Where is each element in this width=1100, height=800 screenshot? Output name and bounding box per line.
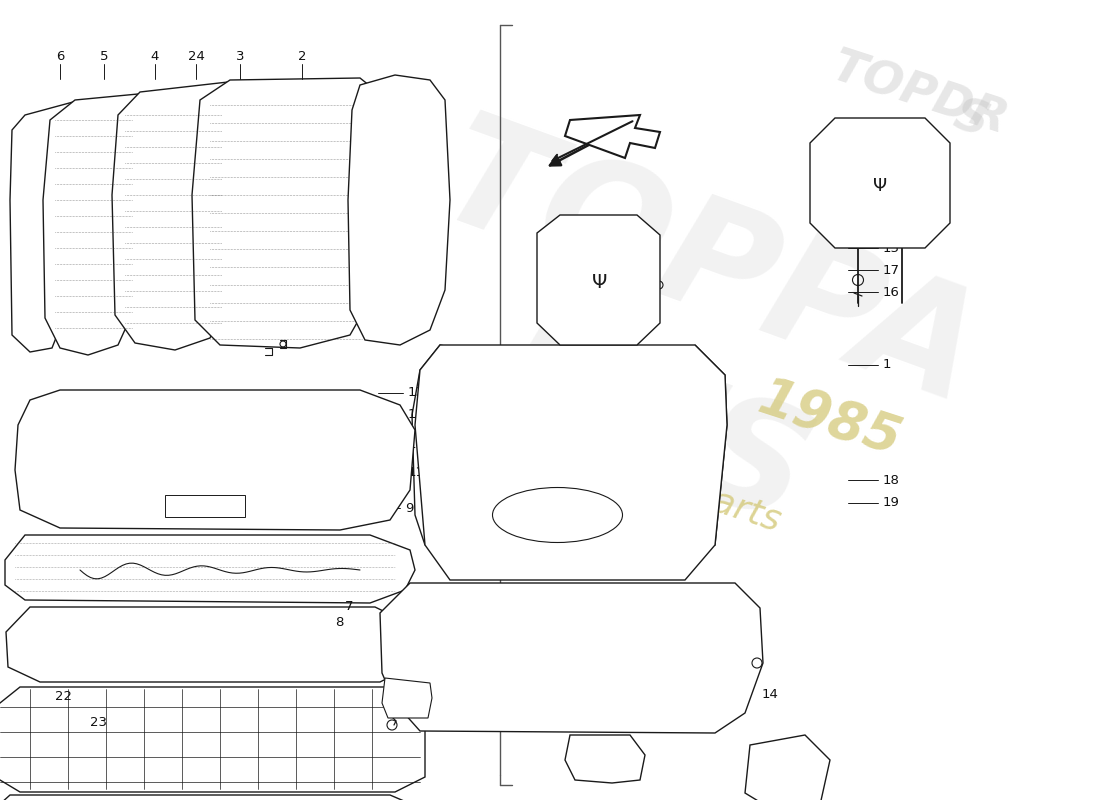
Text: S: S [947, 94, 993, 146]
Text: TOPPA
RTS: TOPPA RTS [361, 103, 999, 597]
Polygon shape [745, 735, 830, 800]
Text: 21: 21 [706, 689, 723, 702]
Text: 19: 19 [883, 497, 900, 510]
Polygon shape [10, 102, 75, 352]
Text: 23: 23 [90, 715, 107, 729]
Text: 11: 11 [408, 466, 425, 478]
Text: 25: 25 [662, 689, 679, 702]
Polygon shape [6, 535, 415, 603]
Polygon shape [112, 82, 232, 350]
Text: a passion for parts: a passion for parts [454, 402, 785, 538]
Polygon shape [680, 345, 727, 550]
Text: 20: 20 [621, 689, 639, 702]
Bar [165, 495, 245, 517]
Polygon shape [15, 390, 415, 530]
Polygon shape [348, 75, 450, 345]
Text: TOPDR: TOPDR [826, 46, 1014, 145]
Text: 4: 4 [151, 50, 160, 63]
Text: 1: 1 [883, 358, 891, 371]
Text: 22: 22 [55, 690, 72, 703]
Polygon shape [0, 687, 425, 792]
Polygon shape [565, 115, 660, 158]
Text: 18: 18 [515, 661, 532, 674]
Text: 7: 7 [345, 599, 353, 613]
Text: 14: 14 [762, 689, 779, 702]
Polygon shape [43, 94, 142, 355]
Polygon shape [415, 345, 727, 580]
Text: 19: 19 [515, 685, 532, 698]
Polygon shape [537, 215, 660, 345]
Text: 6: 6 [56, 50, 64, 63]
Text: 10: 10 [408, 438, 425, 450]
Text: Ψ: Ψ [873, 177, 887, 195]
Polygon shape [810, 118, 950, 248]
Text: 5: 5 [100, 50, 108, 63]
Polygon shape [412, 345, 465, 545]
Polygon shape [382, 678, 432, 718]
Text: Ψ: Ψ [592, 274, 607, 293]
Text: 13: 13 [408, 386, 425, 399]
Text: 3: 3 [235, 50, 244, 63]
Text: 18: 18 [883, 474, 900, 486]
Text: 24: 24 [188, 50, 205, 63]
Text: 9: 9 [405, 502, 414, 514]
Text: 12: 12 [408, 409, 425, 422]
Text: 17: 17 [883, 263, 900, 277]
Text: 1985: 1985 [752, 373, 908, 467]
Polygon shape [0, 795, 425, 800]
Polygon shape [379, 583, 763, 733]
Text: 15: 15 [883, 242, 900, 254]
Text: 16: 16 [883, 286, 900, 298]
Polygon shape [6, 607, 412, 682]
Text: 2: 2 [298, 50, 306, 63]
Polygon shape [192, 78, 378, 348]
Polygon shape [565, 735, 645, 783]
Text: 8: 8 [336, 615, 343, 629]
